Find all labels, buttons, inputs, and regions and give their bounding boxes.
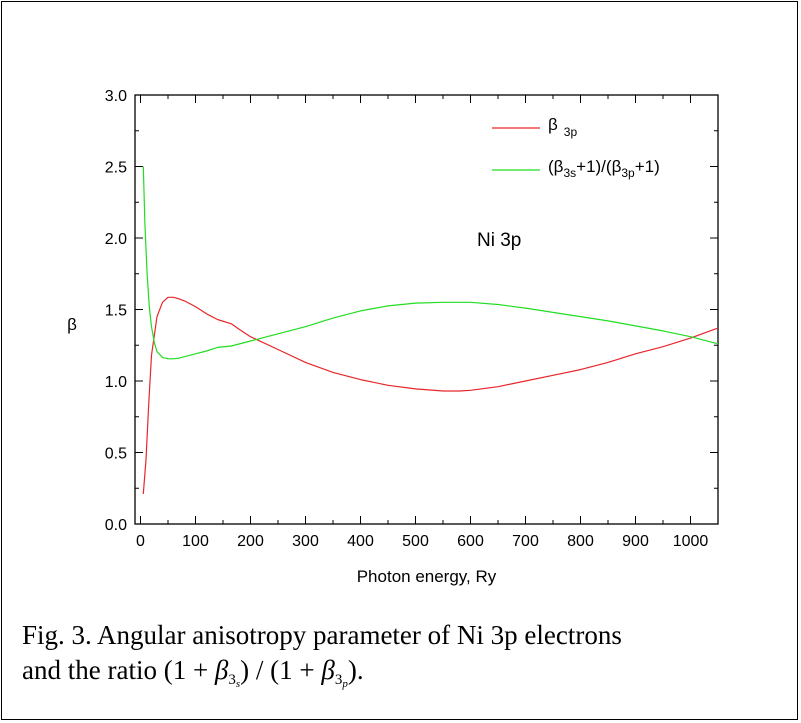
x-tick-label: 0 [136, 533, 145, 550]
x-tick-label: 300 [292, 533, 319, 550]
x-tick-label: 900 [622, 533, 649, 550]
caption-line-1: Fig. 3. Angular anisotropy parameter of … [22, 620, 622, 650]
y-tick-label: 0.0 [105, 517, 127, 534]
y-tick-label: 0.5 [105, 446, 127, 463]
legend-label-ratio: (β3s+1)/(β3p+1) [548, 157, 660, 180]
chart-legend: β 3p (β3s+1)/(β3p+1) [492, 115, 660, 180]
caption-ratio-formula: (1 + β3s) / (1 + β3p) [163, 655, 357, 690]
caption-line-2: and the ratio (1 + β3s) / (1 + β3p). [22, 655, 364, 690]
x-tick-label: 700 [512, 533, 539, 550]
x-tick-label: 1000 [673, 533, 709, 550]
figure-caption: Fig. 3. Angular anisotropy parameter of … [22, 618, 622, 702]
x-axis-label: Photon energy, Ry [357, 567, 497, 586]
chart-series [142, 166, 719, 495]
x-tick-label: 400 [347, 533, 374, 550]
chart-annotation: Ni 3p [477, 230, 521, 251]
y-tick-label: 1.5 [105, 303, 127, 320]
caption-line-2-text: and the ratio [22, 655, 157, 685]
plot-border [134, 94, 719, 525]
x-tick-label: 800 [567, 533, 594, 550]
chart-axes: 0 100 200 300 400 500 600 700 800 900 1000 0.0 0.5 1.… [105, 88, 719, 550]
y-tick-label: 2.0 [105, 231, 127, 248]
line-chart: 0 100 200 300 400 500 600 700 800 900 1000 0.0 0.5 1.… [67, 88, 719, 586]
x-tick-label: 200 [237, 533, 264, 550]
x-tick-label: 600 [457, 533, 484, 550]
y-tick-label: 2.5 [105, 160, 127, 177]
x-tick-label: 100 [182, 533, 209, 550]
y-axis-label: β [67, 315, 77, 334]
y-tick-label: 3.0 [105, 88, 127, 105]
legend-label-beta-3p: β 3p [548, 115, 577, 139]
x-tick-label: 500 [402, 533, 429, 550]
y-tick-label: 1.0 [105, 374, 127, 391]
series-line-beta-3p [142, 296, 719, 495]
series-line-ratio [142, 166, 719, 360]
